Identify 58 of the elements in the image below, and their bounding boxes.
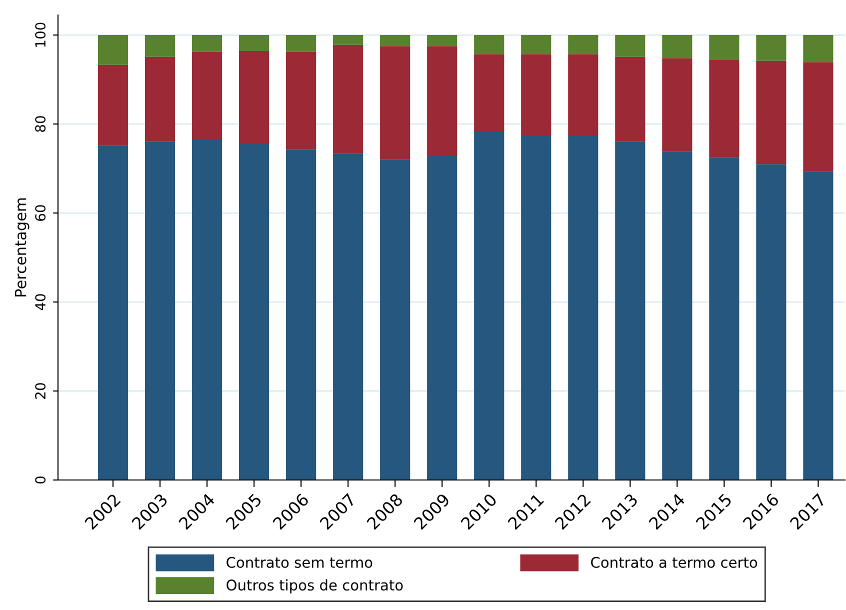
bar — [803, 171, 834, 480]
bar — [521, 35, 552, 54]
bar — [380, 35, 410, 46]
bar — [756, 164, 786, 480]
bar — [333, 35, 364, 45]
bar — [144, 142, 176, 480]
bar — [144, 35, 176, 57]
bar — [615, 35, 646, 57]
bar — [192, 140, 222, 480]
y-tick-label: 0 — [35, 476, 46, 484]
bar — [333, 44, 364, 154]
bar — [474, 54, 504, 132]
bar — [568, 35, 598, 54]
bar — [98, 64, 128, 146]
y-tick-label: 20 — [35, 383, 46, 399]
y-tick-label: 40 — [35, 294, 46, 310]
legend-label: Contrato sem termo — [226, 556, 372, 568]
bar — [568, 54, 598, 136]
bar — [474, 35, 504, 54]
bar — [662, 35, 692, 58]
bar — [474, 132, 504, 480]
bar — [615, 142, 646, 480]
bar — [192, 35, 222, 52]
bar — [709, 35, 740, 60]
bar — [98, 35, 128, 65]
bar — [662, 58, 692, 152]
bar — [239, 144, 270, 480]
bar — [568, 136, 598, 480]
bar — [380, 46, 410, 160]
bar — [286, 52, 316, 150]
legend-label: Outros tipos de contrato — [226, 579, 403, 594]
bar — [521, 54, 552, 136]
bar — [286, 149, 316, 480]
y-tick-label: 60 — [35, 205, 46, 221]
bar — [333, 154, 364, 480]
bar — [756, 60, 786, 164]
bar — [427, 46, 458, 156]
bar — [662, 151, 692, 480]
bar — [144, 56, 176, 142]
bar — [239, 35, 270, 52]
bar — [239, 51, 270, 144]
bar — [521, 136, 552, 480]
bar — [709, 157, 740, 480]
bar — [615, 56, 646, 142]
bar — [709, 60, 740, 158]
bar — [98, 146, 128, 480]
bar — [803, 62, 834, 172]
y-axis-title: Percentagem — [14, 198, 30, 296]
y-tick-label: 80 — [35, 116, 46, 132]
bar — [427, 35, 458, 46]
legend-label: Contrato a termo certo — [591, 556, 758, 568]
bar — [803, 35, 834, 62]
bar — [380, 159, 410, 480]
y-tick-label: 100 — [35, 22, 46, 47]
bar — [427, 156, 458, 480]
bar — [756, 35, 786, 61]
bar — [192, 52, 222, 140]
bar — [286, 35, 316, 52]
